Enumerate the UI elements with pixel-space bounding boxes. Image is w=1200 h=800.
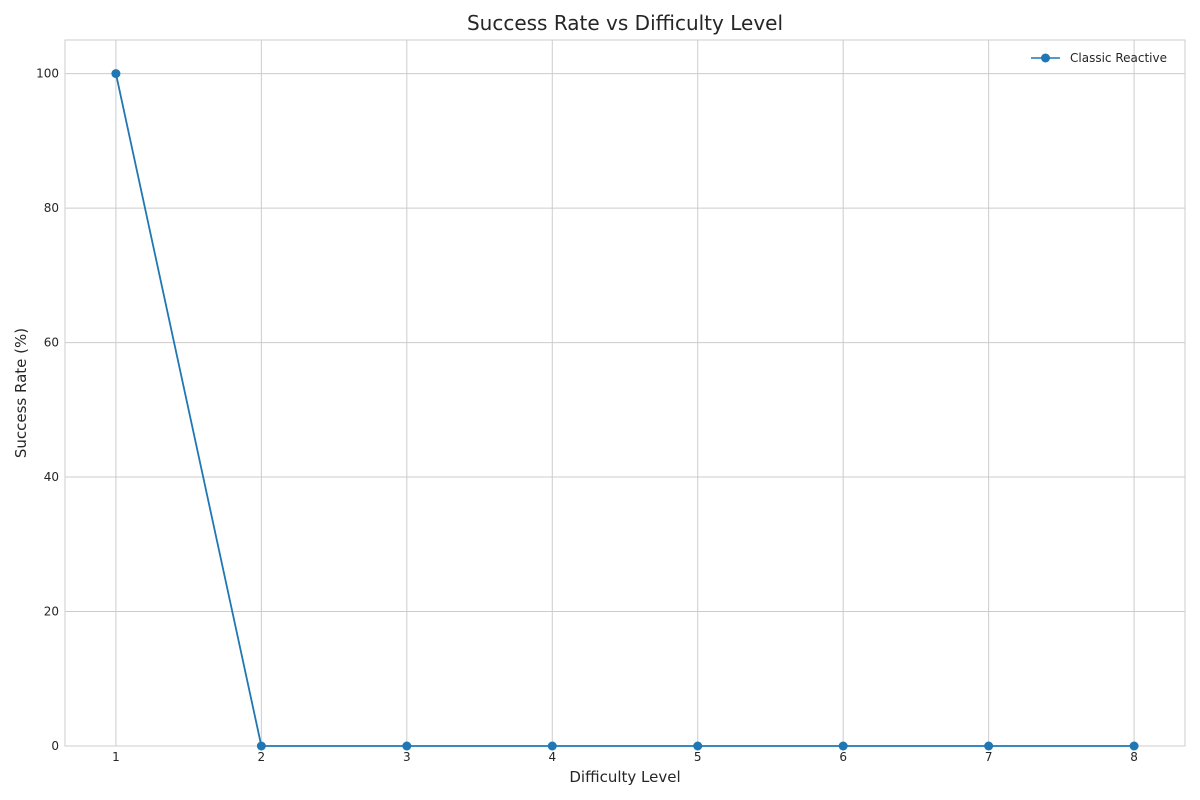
y-axis: 0 20 40 60 80 100 <box>36 67 59 753</box>
x-axis-title: Difficulty Level <box>569 768 680 786</box>
data-point <box>838 741 848 751</box>
y-tick-label: 100 <box>36 67 59 81</box>
data-point <box>984 741 994 751</box>
x-tick-label: 7 <box>985 750 993 764</box>
x-axis: 1 2 3 4 5 6 7 8 <box>112 750 1138 764</box>
data-point <box>111 69 121 79</box>
y-tick-label: 60 <box>44 336 59 350</box>
data-point <box>402 741 412 751</box>
legend-dot-marker <box>1041 53 1050 63</box>
x-tick-label: 4 <box>548 750 556 764</box>
y-tick-label: 80 <box>44 201 59 215</box>
series-layer <box>111 69 1139 751</box>
legend-label: Classic Reactive <box>1070 51 1167 65</box>
x-tick-label: 1 <box>112 750 120 764</box>
y-tick-label: 20 <box>44 605 59 619</box>
x-tick-label: 5 <box>694 750 702 764</box>
y-tick-label: 0 <box>51 739 59 753</box>
x-tick-label: 2 <box>258 750 266 764</box>
legend: Classic Reactive <box>1031 51 1167 65</box>
data-point <box>1129 741 1139 751</box>
y-axis-title: Success Rate (%) <box>12 328 30 458</box>
x-tick-label: 3 <box>403 750 411 764</box>
grid <box>65 40 1185 747</box>
plot-frame <box>64 39 1186 747</box>
data-point <box>256 741 266 751</box>
data-point <box>547 741 557 751</box>
data-point <box>693 741 703 751</box>
x-tick-label: 8 <box>1130 750 1138 764</box>
y-tick-label: 40 <box>44 470 59 484</box>
chart-title: Success Rate vs Difficulty Level <box>467 11 783 35</box>
x-tick-label: 6 <box>839 750 847 764</box>
series-line <box>115 73 1135 747</box>
